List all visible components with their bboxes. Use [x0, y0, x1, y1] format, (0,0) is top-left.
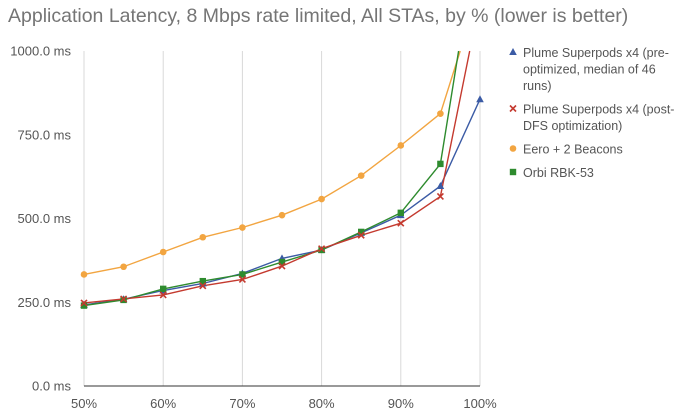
data-point-orbi-rbk-53 [397, 209, 404, 217]
legend-label: Eero + 2 Beacons [523, 143, 623, 157]
data-point-orbi-rbk-53 [318, 246, 325, 254]
data-point-eero-2-beacons [357, 172, 365, 179]
data-point-orbi-rbk-53 [239, 271, 246, 278]
y-tick-label: 0.0 ms [32, 379, 72, 394]
data-point-plume-superpods-x4-p [159, 291, 167, 299]
series-lines [83, 50, 481, 307]
legend-marker-eero-2-beacons [509, 145, 517, 152]
data-point-eero-2-beacons [397, 142, 405, 149]
data-point-eero-2-beacons [239, 224, 246, 231]
series-line-plume-superpods-x4-post-dfs-optimization [83, 50, 471, 304]
series-line-eero-2-beacons [83, 50, 461, 276]
data-point-plume-superpods-x4-p [476, 95, 484, 103]
data-point-plume-superpods-x4-p [199, 282, 207, 290]
legend-marker-plume-superpods-x4-p [509, 48, 517, 55]
x-tick-label: 80% [309, 396, 335, 411]
data-point-plume-superpods-x4-p [238, 275, 246, 284]
x-tick-label: 90% [388, 396, 414, 411]
y-tick-label: 250.0 ms [18, 295, 72, 310]
legend-marker-plume-superpods-x4-p [509, 104, 517, 113]
data-point-orbi-rbk-53 [278, 258, 286, 266]
data-point-eero-2-beacons [278, 211, 286, 219]
legend-label: runs) [523, 79, 551, 93]
legend-label: DFS optimization) [523, 119, 622, 133]
data-point-plume-superpods-x4-p [80, 299, 88, 307]
legend-label: Orbi RBK-53 [523, 166, 594, 180]
data-point-plume-superpods-x4-p [278, 262, 286, 270]
data-point-orbi-rbk-53 [160, 285, 167, 293]
data-point-plume-superpods-x4-p [436, 182, 445, 190]
data-point-eero-2-beacons [120, 263, 127, 271]
x-tick-label: 50% [71, 396, 97, 411]
data-point-eero-2-beacons [199, 233, 207, 241]
y-tick-label: 1000.0 ms [10, 44, 71, 59]
data-point-plume-superpods-x4-p [397, 219, 405, 227]
series-line-orbi-rbk-53 [83, 50, 460, 307]
data-point-plume-superpods-x4-p [357, 231, 365, 239]
series-markers [80, 95, 484, 309]
data-point-plume-superpods-x4-p [318, 245, 326, 253]
y-tick-label: 500.0 ms [18, 211, 72, 226]
x-tick-label: 100% [463, 396, 497, 411]
data-point-eero-2-beacons [318, 195, 325, 203]
x-axis-ticks: 50% 60% 70% 80% 90% 100% [71, 396, 497, 411]
data-point-orbi-rbk-53 [358, 228, 365, 236]
x-tick-label: 70% [229, 396, 255, 411]
data-point-plume-superpods-x4-p [120, 295, 128, 303]
legend-label: Plume Superpods x4 (pre- [523, 46, 669, 60]
gridlines [83, 51, 481, 387]
y-tick-label: 750.0 ms [18, 127, 72, 142]
data-point-orbi-rbk-53 [437, 160, 444, 168]
data-point-eero-2-beacons [159, 248, 167, 256]
data-point-orbi-rbk-53 [80, 302, 88, 309]
legend: Plume Superpods x4 (pre-optimized, media… [509, 46, 674, 180]
data-point-plume-superpods-x4-p [436, 192, 444, 200]
legend-label: Plume Superpods x4 (post- [523, 103, 674, 117]
y-axis-ticks: 0.0 ms 250.0 ms 500.0 ms 750.0 ms 1000.0 ms [10, 44, 71, 394]
chart-title: Application Latency, 8 Mbps rate limited… [8, 5, 628, 27]
data-point-eero-2-beacons [437, 110, 444, 117]
x-tick-label: 60% [150, 396, 176, 411]
legend-label: optimized, median of 46 [523, 63, 656, 77]
data-point-eero-2-beacons [80, 271, 88, 278]
legend-marker-orbi-rbk-53 [509, 168, 517, 176]
data-point-orbi-rbk-53 [199, 277, 206, 285]
